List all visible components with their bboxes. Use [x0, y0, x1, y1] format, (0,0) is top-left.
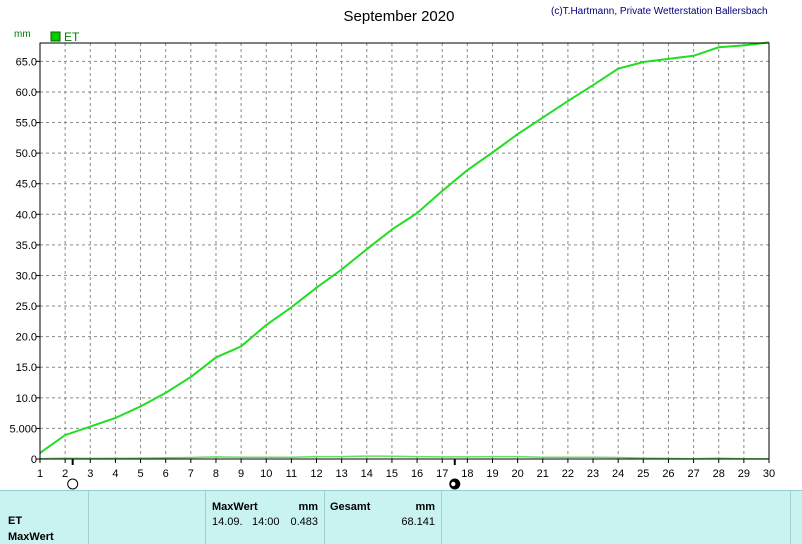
stats-row-label-maxwert: MaxWert	[8, 531, 54, 543]
x-tick-label: 8	[213, 468, 219, 480]
x-tick-label: 3	[87, 468, 93, 480]
x-tick-label: 17	[436, 468, 448, 480]
x-tick-label: 5	[137, 468, 143, 480]
x-tick-label: 13	[336, 468, 348, 480]
x-tick-label: 9	[238, 468, 244, 480]
x-tick-label: 29	[738, 468, 750, 480]
x-tick-label: 18	[461, 468, 473, 480]
x-tick-label: 28	[713, 468, 725, 480]
y-axis-ticks: 0 5.000 10.0 15.0 20.0 25.0 30.0 35.0 40.0 45.0 50…	[9, 56, 40, 466]
legend-swatch	[50, 31, 61, 42]
stats-max-column: MaxWert mm 14.09. 14:00 0.483	[206, 491, 325, 544]
et-chart: September 2020 (c)T.Hartmann, Private We…	[9, 6, 775, 490]
series-line-et	[39, 41, 770, 454]
max-unit: mm	[298, 501, 318, 513]
x-tick-label: 11	[286, 468, 297, 480]
x-tick-label: 30	[763, 468, 775, 480]
x-tick-label: 19	[486, 468, 498, 480]
y-tick-label: 40.0	[16, 209, 37, 221]
x-axis-ticks: 1 2 3 4 5 6 7 8 9 10 11 12 13 14 15 16 17 18 19 20 21 22 23 24 2…	[37, 459, 775, 480]
x-tick-label: 15	[386, 468, 398, 480]
x-tick-label: 20	[511, 468, 523, 480]
x-tick-label: 4	[112, 468, 118, 480]
x-tick-label: 6	[163, 468, 169, 480]
stats-label-column: ET MaxWert	[0, 491, 89, 544]
y-tick-label: 35.0	[16, 240, 37, 252]
moon-phase-markers	[67, 459, 461, 490]
x-tick-label: 23	[587, 468, 599, 480]
x-tick-label: 2	[62, 468, 68, 480]
stats-spare-column	[442, 491, 791, 544]
x-tick-label: 14	[361, 468, 373, 480]
max-value: 0.483	[290, 516, 318, 528]
stats-total-column: Gesamt mm 68.141	[325, 491, 442, 544]
series-layer	[39, 41, 770, 460]
grid-lines	[40, 43, 769, 459]
x-tick-label: 10	[260, 468, 272, 480]
x-tick-label: 25	[637, 468, 649, 480]
copyright-text: (c)T.Hartmann, Private Wetterstation Bal…	[551, 6, 768, 17]
y-tick-label: 50.0	[16, 148, 37, 160]
max-header: MaxWert	[212, 501, 258, 513]
total-unit: mm	[415, 501, 435, 513]
stats-empty-column	[88, 491, 206, 544]
x-tick-label: 7	[188, 468, 194, 480]
chart-title: September 2020	[344, 8, 455, 25]
y-tick-label: 60.0	[16, 87, 37, 99]
x-tick-label: 24	[612, 468, 624, 480]
x-tick-label: 1	[37, 468, 43, 480]
series-line-et-hourly	[39, 455, 770, 460]
full-moon-icon	[67, 478, 79, 490]
y-tick-label: 55.0	[16, 118, 37, 130]
plot-frame	[39, 42, 770, 460]
moon-highlight	[451, 481, 456, 487]
max-date: 14.09.	[212, 516, 243, 528]
legend-label: ET	[64, 30, 80, 44]
total-header: Gesamt	[330, 501, 371, 513]
x-tick-label: 22	[562, 468, 574, 480]
y-tick-label: 45.0	[16, 179, 37, 191]
y-tick-label: 10.0	[16, 393, 37, 405]
x-tick-label: 21	[537, 468, 549, 480]
total-value: 68.141	[401, 516, 435, 528]
max-time: 14:00	[252, 516, 280, 528]
stats-row-label-et: ET	[8, 515, 23, 527]
x-tick-label: 16	[411, 468, 423, 480]
y-tick-label: 15.0	[16, 362, 37, 374]
y-tick-label: 25.0	[16, 301, 37, 313]
y-tick-label: 20.0	[16, 332, 37, 344]
stats-panel: ET MaxWert MaxWert mm 14.09. 14:00 0.483…	[0, 490, 802, 544]
y-tick-label: 5.000	[9, 423, 37, 435]
x-tick-label: 27	[687, 468, 699, 480]
y-tick-label: 30.0	[16, 270, 37, 282]
x-tick-label: 12	[310, 468, 322, 480]
y-tick-label: 65.0	[16, 56, 37, 68]
y-tick-label: 0	[31, 454, 37, 466]
x-tick-label: 26	[662, 468, 674, 480]
y-unit-label: mm	[14, 29, 31, 40]
